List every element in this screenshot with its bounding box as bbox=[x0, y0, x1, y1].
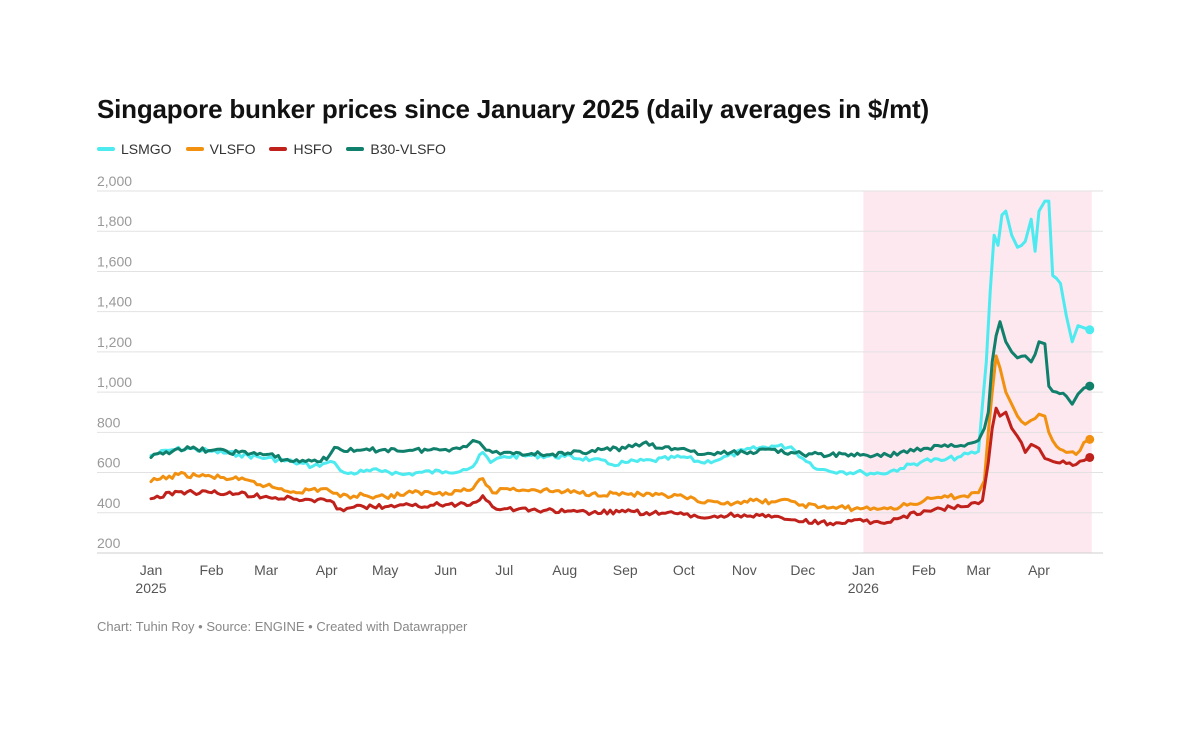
x-tick-label: Jul bbox=[495, 562, 513, 578]
x-tick-label: Feb bbox=[912, 562, 936, 578]
y-tick-label: 2,000 bbox=[97, 173, 132, 189]
x-tick-label: Mar bbox=[966, 562, 990, 578]
x-tick-year-label: 2026 bbox=[848, 580, 879, 596]
legend-label-b30-vlsfo: B30-VLSFO bbox=[370, 141, 446, 157]
x-tick-label: Feb bbox=[199, 562, 223, 578]
y-tick-label: 1,600 bbox=[97, 253, 132, 269]
series-line-b30-vlsfo bbox=[149, 320, 1092, 464]
series-end-markers bbox=[1085, 325, 1095, 462]
legend-swatch-vlsfo bbox=[185, 147, 204, 151]
legend-swatch-b30-vlsfo bbox=[346, 147, 365, 151]
y-tick-label: 1,200 bbox=[97, 334, 132, 350]
series-lines bbox=[149, 199, 1092, 527]
x-tick-label: Jan bbox=[140, 562, 163, 578]
y-tick-label: 1,000 bbox=[97, 374, 132, 390]
x-axis: Jan 2025 Feb Mar Apr May Jun Jul Aug Sep Oct Nov Dec… bbox=[135, 562, 1050, 596]
legend-label-vlsfo: VLSFO bbox=[209, 141, 256, 157]
series-end-dot-hsfo bbox=[1085, 452, 1095, 462]
y-tick-label: 800 bbox=[97, 414, 121, 430]
series-end-dot-vlsfo bbox=[1085, 434, 1095, 444]
series-line-hsfo bbox=[149, 406, 1092, 527]
y-axis: 2,000 1,800 1,600 1,400 1,200 1,000 800 600 400 2… bbox=[97, 173, 132, 551]
x-tick-label: Jan bbox=[852, 562, 875, 578]
x-tick-year-label: 2025 bbox=[135, 580, 166, 596]
chart-footer: Chart: Tuhin Roy • Source: ENGINE • Crea… bbox=[97, 619, 468, 634]
series-end-dot-lsmgo bbox=[1085, 325, 1095, 335]
y-tick-label: 600 bbox=[97, 455, 121, 471]
gridlines bbox=[97, 190, 1103, 554]
legend-item-vlsfo: VLSFO bbox=[185, 141, 256, 157]
series-line-vlsfo bbox=[149, 354, 1092, 513]
y-tick-label: 200 bbox=[97, 535, 121, 551]
legend-item-hsfo: HSFO bbox=[269, 141, 332, 157]
chart-title: Singapore bunker prices since January 20… bbox=[97, 94, 929, 124]
legend-swatch-lsmgo bbox=[97, 147, 115, 151]
x-tick-label: Apr bbox=[316, 562, 338, 578]
legend-item-lsmgo: LSMGO bbox=[97, 141, 172, 157]
legend-label-lsmgo: LSMGO bbox=[121, 141, 172, 157]
series-end-dot-b30-vlsfo bbox=[1085, 381, 1095, 391]
x-tick-label: Sep bbox=[613, 562, 638, 578]
series-line-lsmgo bbox=[149, 199, 1092, 477]
x-tick-label: Nov bbox=[732, 562, 757, 578]
x-tick-label: Apr bbox=[1028, 562, 1050, 578]
x-tick-label: Aug bbox=[552, 562, 577, 578]
x-tick-label: May bbox=[372, 562, 398, 578]
y-tick-label: 1,800 bbox=[97, 213, 132, 229]
x-tick-label: Mar bbox=[254, 562, 278, 578]
y-tick-label: 400 bbox=[97, 495, 121, 511]
legend-swatch-hsfo bbox=[269, 147, 288, 151]
legend-item-b30-vlsfo: B30-VLSFO bbox=[346, 141, 446, 157]
x-tick-label: Dec bbox=[790, 562, 815, 578]
x-tick-label: Oct bbox=[673, 562, 695, 578]
highlight-band bbox=[863, 191, 1092, 553]
legend-label-hsfo: HSFO bbox=[293, 141, 333, 157]
y-tick-label: 1,400 bbox=[97, 294, 132, 310]
legend: LSMGO VLSFO HSFO B30-VLSFO bbox=[97, 141, 446, 157]
x-tick-label: Jun bbox=[434, 562, 457, 578]
